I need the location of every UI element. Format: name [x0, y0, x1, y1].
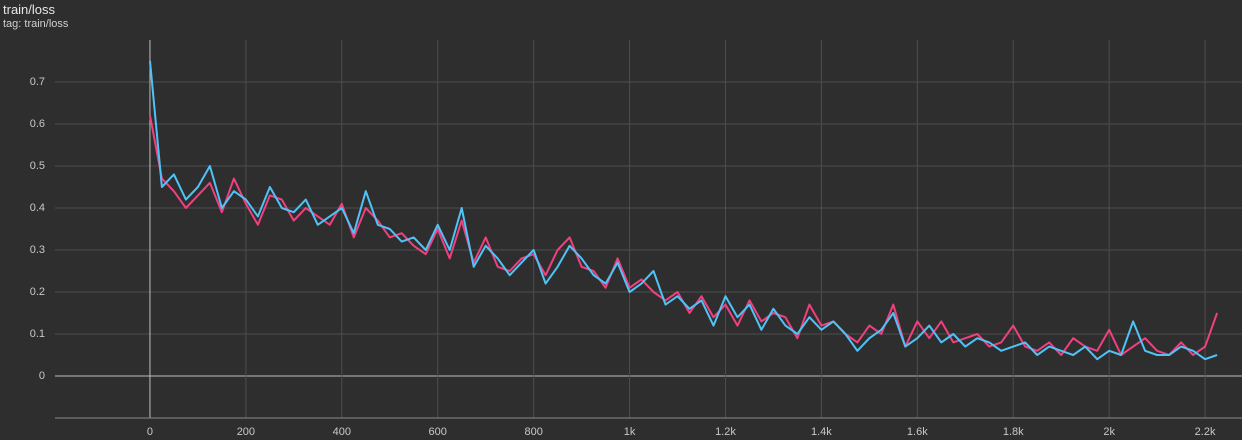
- series-line: [149, 60, 1218, 361]
- x-tick-label: 400: [333, 426, 351, 438]
- x-tick-label: 800: [524, 426, 542, 438]
- x-tick-label: 1.8k: [1003, 426, 1024, 438]
- x-tick-label: 0: [147, 426, 153, 438]
- x-tick-label: 1.6k: [907, 426, 928, 438]
- x-tick-label: 2.2k: [1195, 426, 1216, 438]
- y-tick-label: 0: [39, 370, 45, 382]
- x-tick-label: 200: [237, 426, 255, 438]
- chart-title: train/loss: [3, 2, 56, 17]
- y-tick-label: 0.5: [30, 160, 45, 172]
- y-tick-label: 0.4: [30, 202, 45, 214]
- y-tick-label: 0.6: [30, 118, 45, 130]
- x-tick-label: 1.4k: [811, 426, 832, 438]
- chart-subtitle: tag: train/loss: [3, 18, 69, 30]
- y-tick-label: 0.7: [30, 76, 45, 88]
- x-tick-label: 1k: [624, 426, 636, 438]
- y-tick-label: 0.1: [30, 328, 45, 340]
- x-tick-label: 2k: [1103, 426, 1115, 438]
- x-tick-label: 600: [429, 426, 447, 438]
- y-tick-label: 0.3: [30, 244, 45, 256]
- x-tick-label: 1.2k: [715, 426, 736, 438]
- y-tick-label: 0.2: [30, 286, 45, 298]
